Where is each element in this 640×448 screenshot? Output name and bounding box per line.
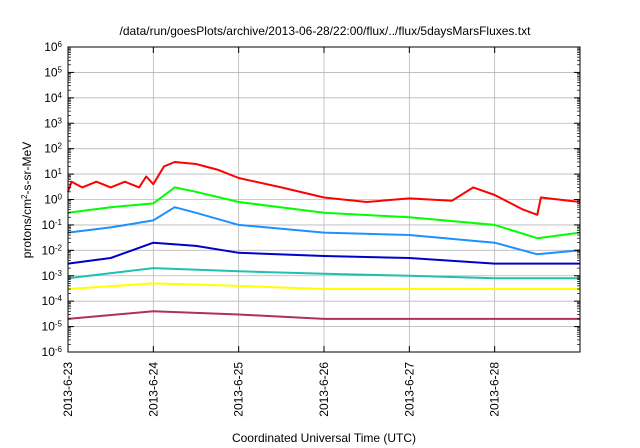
chart-title: /data/run/goesPlots/archive/2013-06-28/2… (120, 24, 532, 38)
x-tick-label: 2013-6-27 (402, 362, 416, 417)
series-line-3 (67, 206, 581, 256)
series-line-2 (67, 186, 581, 240)
y-tick-label: 104 (44, 90, 62, 105)
x-tick-label: 2013-6-25 (232, 362, 246, 417)
series-group (67, 161, 581, 320)
y-tick-label: 106 (44, 40, 62, 55)
y-axis-label: protons/cm2-s-sr-MeV (20, 142, 35, 258)
y-tick-label: 10-5 (42, 319, 63, 334)
y-tick-label: 10-3 (42, 268, 63, 283)
x-tick-label: 2013-6-28 (488, 362, 502, 417)
axis-ticks (67, 46, 580, 353)
x-axis-label: Coordinated Universal Time (UTC) (232, 431, 416, 445)
series-line-4 (67, 241, 580, 265)
y-tick-label: 102 (44, 141, 62, 156)
y-tick-label: 100 (44, 192, 62, 207)
x-tick-label: 2013-6-23 (61, 362, 75, 417)
y-tick-label: 101 (44, 167, 62, 182)
y-tick-label: 10-1 (42, 217, 63, 232)
x-tick-label: 2013-6-24 (146, 362, 160, 417)
y-tick-label: 103 (44, 116, 62, 131)
y-tick-label: 10-2 (42, 243, 63, 257)
y-tick-label: 10-4 (42, 294, 63, 309)
grid-lines (68, 47, 580, 352)
series-line-1 (67, 161, 581, 216)
series-line-7 (67, 310, 580, 320)
series-line-6 (67, 282, 580, 290)
x-tick-labels: 2013-6-23 2013-6-24 2013-6-25 2013-6-26 2013… (61, 362, 502, 417)
x-tick-label: 2013-6-26 (317, 362, 331, 417)
y-tick-label: 10-6 (42, 345, 63, 360)
series-line-5 (67, 267, 580, 280)
y-tick-label: 105 (44, 65, 62, 80)
y-tick-labels: 10-6 10-5 10-4 10-3 10-2 10-1 100 101 102 103 104 1… (42, 40, 63, 360)
